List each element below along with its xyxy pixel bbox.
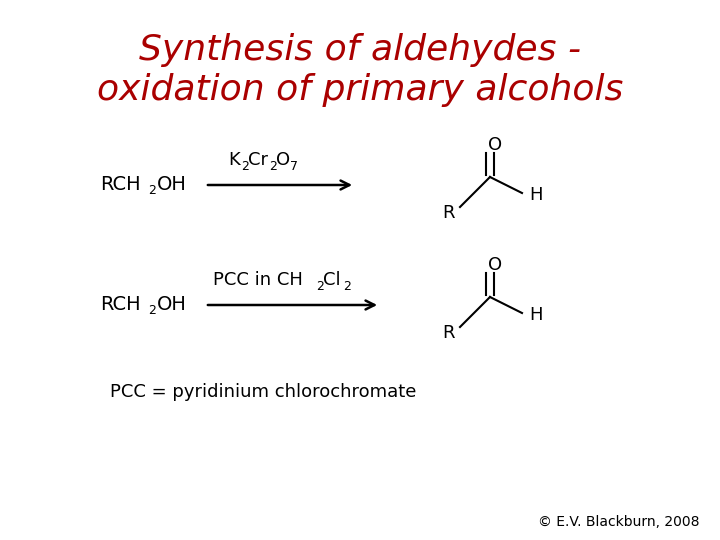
Text: 2: 2 — [241, 159, 249, 172]
Text: RCH: RCH — [100, 295, 140, 314]
Text: Cl: Cl — [323, 271, 341, 289]
Text: 2: 2 — [316, 280, 324, 293]
Text: O: O — [488, 136, 502, 154]
Text: RCH: RCH — [100, 176, 140, 194]
Text: PCC in CH: PCC in CH — [213, 271, 303, 289]
Text: 2: 2 — [148, 185, 156, 198]
Text: OH: OH — [157, 295, 187, 314]
Text: O: O — [488, 256, 502, 274]
Text: 2: 2 — [148, 305, 156, 318]
Text: OH: OH — [157, 176, 187, 194]
Text: K: K — [228, 151, 240, 169]
Text: © E.V. Blackburn, 2008: © E.V. Blackburn, 2008 — [539, 515, 700, 529]
Text: PCC = pyridinium chlorochromate: PCC = pyridinium chlorochromate — [110, 383, 416, 401]
Text: H: H — [529, 186, 543, 204]
Text: Synthesis of aldehydes -: Synthesis of aldehydes - — [139, 33, 581, 67]
Text: O: O — [276, 151, 290, 169]
Text: Cr: Cr — [248, 151, 268, 169]
Text: R: R — [442, 204, 454, 222]
Text: oxidation of primary alcohols: oxidation of primary alcohols — [96, 73, 624, 107]
Text: 7: 7 — [290, 159, 298, 172]
Text: 2: 2 — [269, 159, 277, 172]
Text: H: H — [529, 306, 543, 324]
Text: 2: 2 — [343, 280, 351, 293]
Text: R: R — [442, 324, 454, 342]
